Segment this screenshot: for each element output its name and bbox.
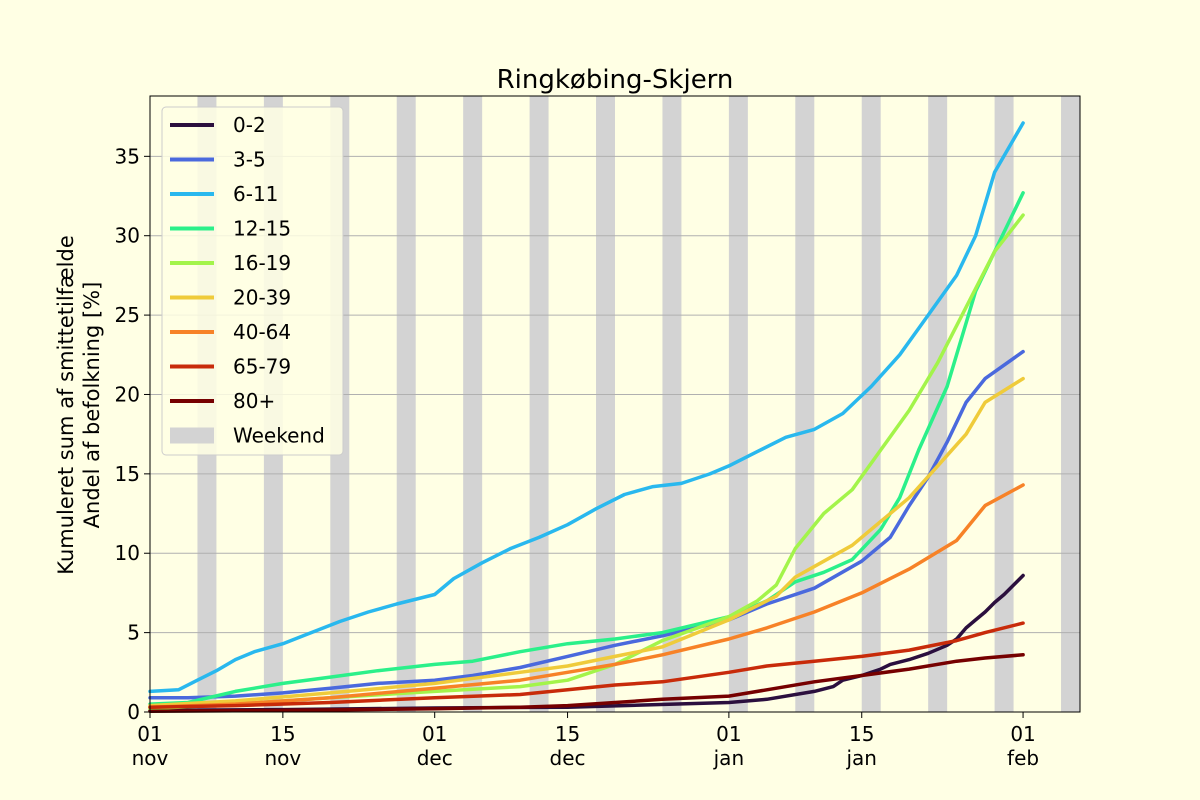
series-line-3-5 bbox=[148, 349, 1025, 700]
legend-label: 6-11 bbox=[233, 182, 278, 206]
weekend-band bbox=[463, 96, 483, 712]
legend-swatch-weekend bbox=[170, 427, 214, 444]
y-tick-label: 5 bbox=[127, 621, 140, 645]
series-line-0-2 bbox=[148, 573, 1025, 713]
series-lines bbox=[148, 121, 1025, 713]
y-tick-label: 20 bbox=[115, 382, 140, 406]
weekend-band bbox=[861, 96, 881, 712]
legend-label: 12-15 bbox=[233, 217, 291, 241]
series-line-6-11 bbox=[148, 121, 1025, 694]
x-tick-label-month: dec bbox=[550, 746, 586, 770]
x-tick-label-month: jan bbox=[713, 746, 745, 770]
y-tick-label: 15 bbox=[115, 462, 140, 486]
y-axis-label-line1: Kumuleret sum af smittetilfælde bbox=[54, 235, 78, 575]
x-tick-label-day: 01 bbox=[1010, 722, 1035, 746]
y-tick-label: 35 bbox=[115, 144, 140, 168]
y-tick-label: 30 bbox=[115, 224, 140, 248]
legend: 0-2 3-5 6-11 12-15 16-19 20-39 40-64 65-79 80+ We… bbox=[161, 106, 344, 456]
y-axis-ticks: 0 5 10 15 20 25 30 35 bbox=[115, 144, 150, 724]
weekend-bands bbox=[197, 96, 1080, 712]
legend-label: 3-5 bbox=[233, 148, 266, 172]
y-tick-label: 10 bbox=[115, 541, 140, 565]
series-line-12-15 bbox=[148, 191, 1025, 706]
chart-title: Ringkøbing-Skjern bbox=[497, 65, 734, 95]
legend-label: 40-64 bbox=[233, 320, 291, 344]
series-line-40-64 bbox=[148, 483, 1025, 709]
legend-label: 0-2 bbox=[233, 113, 266, 137]
weekend-band bbox=[529, 96, 549, 712]
legend-label-weekend: Weekend bbox=[233, 424, 325, 448]
legend-label: 80+ bbox=[233, 389, 275, 413]
legend-label: 16-19 bbox=[233, 251, 291, 275]
series-line-20-39 bbox=[148, 376, 1025, 708]
y-axis-label: Kumuleret sum af smittetilfældeAndel af … bbox=[54, 235, 104, 575]
y-axis-label-line2: Andel af befolkning [%] bbox=[80, 282, 104, 529]
legend-label: 20-39 bbox=[233, 286, 291, 310]
x-tick-label-month: nov bbox=[132, 746, 169, 770]
series-line-65-79 bbox=[148, 621, 1025, 709]
x-tick-label-day: 15 bbox=[849, 722, 874, 746]
x-tick-label-month: dec bbox=[417, 746, 453, 770]
weekend-band bbox=[662, 96, 682, 712]
series-line-80+ bbox=[148, 653, 1025, 713]
weekend-band bbox=[795, 96, 815, 712]
x-tick-label-day: 15 bbox=[270, 722, 295, 746]
x-tick-label-day: 15 bbox=[555, 722, 580, 746]
legend-items: 0-2 3-5 6-11 12-15 16-19 20-39 40-64 65-79 80+ We… bbox=[170, 113, 325, 448]
weekend-band bbox=[396, 96, 416, 712]
weekend-band bbox=[994, 96, 1014, 712]
y-tick-label: 25 bbox=[115, 303, 140, 327]
y-tick-label: 0 bbox=[127, 700, 140, 724]
legend-label: 65-79 bbox=[233, 355, 291, 379]
weekend-band bbox=[1061, 96, 1080, 712]
x-tick-label-month: jan bbox=[845, 746, 877, 770]
x-tick-label-month: feb bbox=[1007, 746, 1039, 770]
series-line-16-19 bbox=[148, 213, 1025, 711]
x-tick-label-month: nov bbox=[264, 746, 301, 770]
weekend-band bbox=[596, 96, 615, 712]
x-tick-label-day: 01 bbox=[716, 722, 741, 746]
x-tick-label-day: 01 bbox=[422, 722, 447, 746]
weekend-band bbox=[728, 96, 748, 712]
plot-frame bbox=[149, 95, 1081, 713]
x-tick-label-day: 01 bbox=[137, 722, 162, 746]
